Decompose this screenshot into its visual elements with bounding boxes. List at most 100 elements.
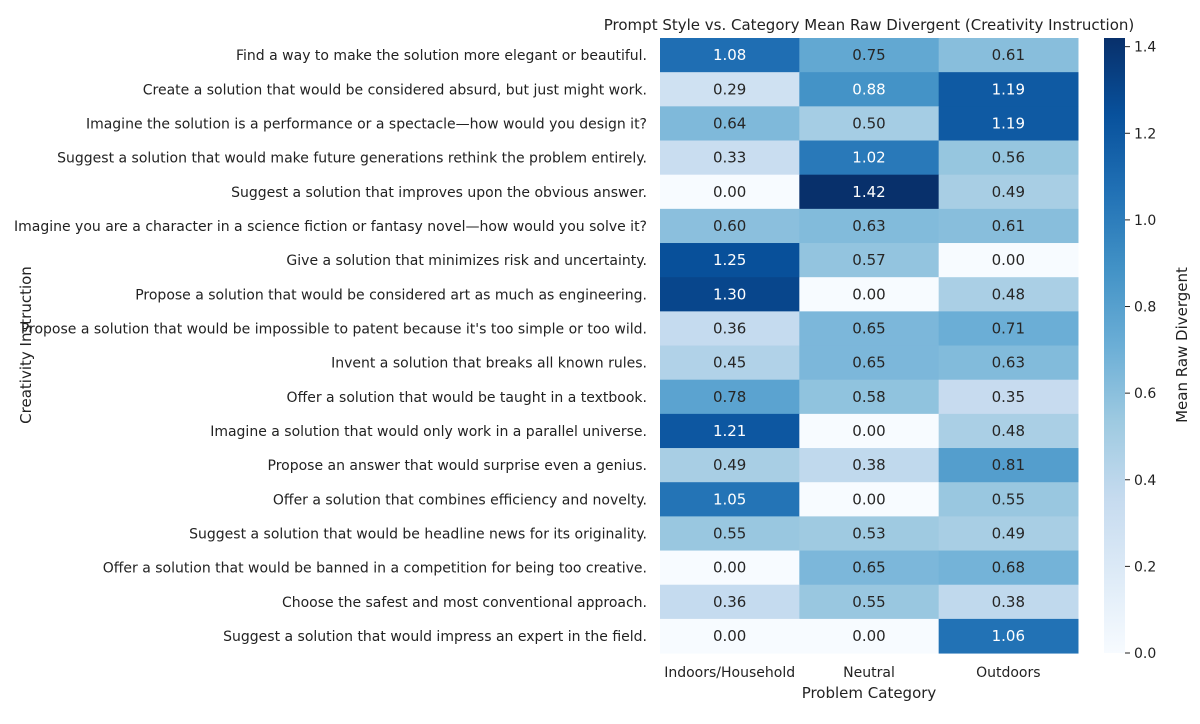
heatmap-cell [938, 106, 1079, 142]
cell-value-label: 0.49 [992, 183, 1025, 201]
cell-value-label: 0.00 [852, 285, 885, 303]
heatmap-cell [799, 208, 940, 244]
heatmap-cell [799, 584, 940, 620]
cell-value-label: 0.55 [852, 593, 885, 611]
heatmap-cells: 1.08 0.75 0.61 0.29 0.88 1.19 0.64 0.50 1.19 0.33… [660, 38, 1079, 654]
cell-value-label: 1.30 [713, 285, 746, 303]
heatmap-cell [660, 482, 800, 517]
row-tick-label: Create a solution that would be consider… [143, 82, 647, 98]
row-tick-label: Suggest a solution that would impress an… [223, 629, 647, 645]
cell-value-label: 0.00 [852, 490, 885, 508]
cell-value-label: 0.49 [992, 524, 1025, 542]
column-tick-label: Neutral [843, 665, 895, 681]
heatmap-cell [660, 106, 800, 142]
heatmap-cell [660, 345, 800, 381]
cell-value-label: 0.48 [992, 285, 1025, 303]
row-tick-label: Imagine the solution is a performance or… [86, 116, 647, 132]
cell-value-label: 0.00 [992, 251, 1025, 269]
heatmap-cell [799, 140, 940, 176]
cell-value-label: 1.05 [713, 490, 746, 508]
cell-value-label: 0.56 [992, 149, 1025, 167]
cell-value-label: 0.48 [992, 422, 1025, 440]
heatmap-cell [799, 311, 940, 347]
heatmap-cell [938, 277, 1079, 312]
heatmap-cell [799, 38, 940, 73]
heatmap-cell [938, 413, 1079, 449]
heatmap-cell [660, 311, 800, 347]
heatmap-cell [799, 243, 940, 278]
cell-value-label: 0.61 [992, 46, 1025, 64]
cell-value-label: 0.33 [713, 149, 746, 167]
row-tick-label: Propose a solution that would be conside… [135, 287, 647, 303]
heatmap-cell [660, 140, 800, 176]
cell-value-label: 0.00 [852, 422, 885, 440]
cell-value-label: 0.58 [852, 388, 885, 406]
cell-value-label: 0.45 [713, 354, 746, 372]
heatmap-cell [799, 72, 940, 107]
heatmap-cell [938, 584, 1079, 620]
cell-value-label: 0.71 [992, 319, 1025, 337]
heatmap-cell [938, 516, 1079, 552]
heatmap-cell [799, 345, 940, 381]
column-tick-label: Outdoors [976, 665, 1040, 681]
row-tick-label: Choose the safest and most conventional … [282, 595, 647, 611]
heatmap-cell [799, 482, 940, 517]
heatmap-cell [938, 243, 1079, 278]
heatmap-cell [799, 448, 940, 483]
heatmap-cell [660, 618, 800, 654]
cell-value-label: 0.38 [852, 456, 885, 474]
cell-value-label: 0.55 [713, 524, 746, 542]
cell-value-label: 0.29 [713, 80, 746, 98]
colorbar-tick-label: 0.8 [1134, 300, 1156, 316]
heatmap-cell [938, 448, 1079, 483]
heatmap-cell [938, 618, 1079, 654]
cell-value-label: 1.08 [713, 46, 746, 64]
row-tick-label: Imagine a solution that would only work … [210, 424, 647, 440]
row-tick-label: Suggest a solution that would be headlin… [189, 526, 647, 542]
cell-value-label: 0.68 [992, 559, 1025, 577]
heatmap-cell [938, 140, 1079, 176]
heatmap-cell [799, 106, 940, 142]
colorbar [1104, 38, 1125, 653]
cell-value-label: 0.64 [713, 114, 746, 132]
heatmap-cell [799, 277, 940, 312]
heatmap-cell [660, 413, 800, 449]
cell-value-label: 0.63 [852, 217, 885, 235]
cell-value-label: 0.50 [852, 114, 885, 132]
cell-value-label: 0.61 [992, 217, 1025, 235]
heatmap-cell [938, 345, 1079, 381]
colorbar-title: Mean Raw Divergent [1173, 267, 1191, 423]
cell-value-label: 0.63 [992, 354, 1025, 372]
cell-value-label: 0.88 [852, 80, 885, 98]
heatmap-cell [660, 379, 800, 415]
cell-value-label: 1.19 [992, 114, 1025, 132]
cell-value-label: 0.00 [713, 559, 746, 577]
cell-value-label: 0.78 [713, 388, 746, 406]
cell-value-label: 0.49 [713, 456, 746, 474]
row-tick-label: Propose an answer that would surprise ev… [268, 458, 648, 474]
row-tick-label: Suggest a solution that would make futur… [57, 151, 647, 167]
row-tick-label: Offer a solution that would be banned in… [103, 561, 647, 577]
heatmap-cell [660, 243, 800, 278]
heatmap-cell [660, 208, 800, 244]
cell-value-label: 1.06 [992, 627, 1025, 645]
cell-value-label: 0.36 [713, 593, 746, 611]
cell-value-label: 0.35 [992, 388, 1025, 406]
heatmap-cell [799, 618, 940, 654]
cell-value-label: 1.42 [852, 183, 885, 201]
colorbar-tick-label: 0.6 [1134, 386, 1156, 402]
row-tick-label: Offer a solution that would be taught in… [287, 390, 647, 406]
row-tick-label: Suggest a solution that improves upon th… [231, 185, 647, 201]
cell-value-label: 1.02 [852, 149, 885, 167]
colorbar-tick-label: 1.0 [1134, 213, 1156, 229]
colorbar-tick-label: 1.4 [1134, 40, 1156, 56]
cell-value-label: 0.75 [852, 46, 885, 64]
x-axis-title: Problem Category [802, 684, 937, 702]
row-tick-label: Imagine you are a character in a science… [14, 219, 647, 235]
cell-value-label: 1.19 [992, 80, 1025, 98]
column-labels: Indoors/Household Neutral Outdoors [664, 665, 1040, 681]
heatmap-cell [660, 584, 800, 620]
cell-value-label: 0.55 [992, 490, 1025, 508]
